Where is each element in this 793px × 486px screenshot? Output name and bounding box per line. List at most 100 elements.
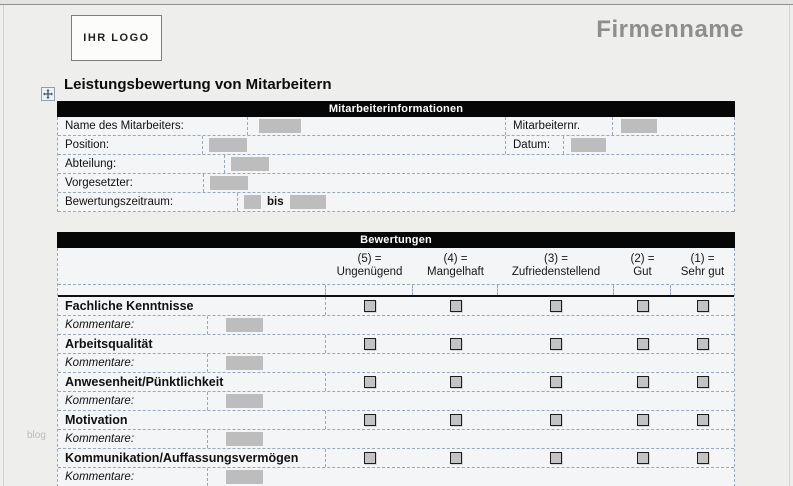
rating-checkbox-score-4[interactable]	[449, 376, 462, 388]
rating-checkbox-score-1[interactable]	[696, 376, 709, 388]
field-placeholder[interactable]	[226, 394, 263, 408]
rating-checkbox-score-5[interactable]	[363, 452, 376, 464]
field-value-cell	[203, 136, 506, 154]
rating-column-header: (4) = Mangelhaft	[413, 248, 498, 284]
comment-label: Kommentare:	[65, 471, 135, 483]
criterion-row: Kommunikation/Auffassungsvermögen	[58, 449, 734, 468]
table-move-handle-icon[interactable]	[41, 87, 55, 101]
comment-row: Kommentare:	[58, 430, 734, 449]
rating-checkbox-score-4[interactable]	[449, 452, 462, 464]
rating-code: (1) =	[690, 253, 715, 265]
field-placeholder[interactable]	[571, 138, 606, 152]
criterion-name-cell: Anwesenheit/Pünktlichkeit	[58, 373, 326, 391]
field-label: Mitarbeiternr.	[513, 120, 581, 132]
rating-code: (4) =	[443, 253, 468, 265]
ratings-header-row: (5) = Ungenügend (4) = Mangelhaft (3) = Zufri…	[58, 248, 734, 285]
rating-column-header: (5) = Ungenügend	[326, 248, 413, 284]
logo-placeholder[interactable]: IHR LOGO	[71, 15, 162, 61]
rating-cell	[498, 449, 614, 467]
field-placeholder[interactable]	[621, 119, 657, 133]
field-placeholder[interactable]	[226, 318, 263, 332]
rating-checkbox-score-4[interactable]	[449, 338, 462, 350]
rating-code: (3) =	[544, 253, 568, 265]
rating-checkbox-score-2[interactable]	[636, 414, 649, 426]
rating-checkbox-score-5[interactable]	[363, 338, 376, 350]
field-placeholder[interactable]	[226, 470, 263, 484]
ratings-top-rule	[58, 295, 734, 297]
rating-checkbox-score-1[interactable]	[696, 338, 709, 350]
field-placeholder[interactable]	[209, 138, 247, 152]
rating-checkbox-score-3[interactable]	[550, 300, 562, 312]
field-value-cell	[225, 155, 734, 173]
rating-label: Mangelhaft	[427, 266, 484, 278]
field-placeholder[interactable]	[226, 432, 263, 446]
rating-cell	[326, 373, 413, 391]
rating-cell	[413, 373, 498, 391]
field-placeholder[interactable]	[289, 195, 326, 209]
rating-cell	[413, 297, 498, 315]
rating-checkbox-score-5[interactable]	[363, 300, 376, 312]
field-placeholder[interactable]	[210, 176, 248, 190]
comment-row: Kommentare:	[58, 316, 734, 335]
criterion-name: Kommunikation/Auffassungsvermögen	[65, 451, 299, 465]
rating-checkbox-score-5[interactable]	[363, 414, 376, 426]
spacer-cell	[58, 285, 326, 295]
field-label-cell: Mitarbeiternr.	[506, 117, 613, 135]
field-placeholder[interactable]	[244, 195, 261, 209]
rating-checkbox-score-4[interactable]	[449, 414, 462, 426]
comment-label: Kommentare:	[65, 319, 135, 331]
rating-checkbox-score-3[interactable]	[550, 452, 562, 464]
rating-cell	[413, 411, 498, 429]
rating-checkbox-score-2[interactable]	[636, 452, 649, 464]
comment-row: Kommentare:	[58, 468, 734, 486]
criterion-row: Motivation	[58, 411, 734, 430]
field-label-cell: Datum:	[506, 136, 564, 154]
comment-value-cell	[208, 430, 734, 448]
section-header-employee-info: Mitarbeiterinformationen	[57, 101, 735, 117]
field-value-cell	[564, 136, 734, 154]
rating-checkbox-score-1[interactable]	[696, 452, 709, 464]
field-placeholder[interactable]	[231, 157, 269, 171]
rating-checkbox-score-1[interactable]	[696, 414, 709, 426]
rating-cell	[498, 411, 614, 429]
rating-cell	[498, 297, 614, 315]
rating-checkbox-score-3[interactable]	[550, 338, 562, 350]
company-name: Firmenname	[596, 16, 744, 43]
field-label-cell: Bewertungszeitraum:	[58, 193, 238, 211]
rating-checkbox-score-3[interactable]	[550, 414, 562, 426]
section-header-ratings: Bewertungen	[57, 232, 735, 248]
rating-checkbox-score-2[interactable]	[636, 338, 649, 350]
rating-cell	[614, 297, 671, 315]
rating-cell	[614, 449, 671, 467]
rating-checkbox-score-3[interactable]	[550, 376, 562, 388]
field-placeholder[interactable]	[259, 119, 301, 133]
rating-checkbox-score-1[interactable]	[696, 300, 709, 312]
rating-checkbox-score-5[interactable]	[363, 376, 376, 388]
spacer-cell	[498, 285, 614, 295]
spacer-cell	[413, 285, 498, 295]
comment-label: Kommentare:	[65, 357, 135, 369]
comment-label-cell: Kommentare:	[58, 392, 208, 410]
rating-cell	[498, 335, 614, 353]
rating-cell	[326, 411, 413, 429]
employee-info-row: Position: Datum:	[58, 136, 734, 155]
logo-text: IHR LOGO	[83, 32, 150, 44]
rating-cell	[413, 449, 498, 467]
field-value-cell: bis	[238, 193, 734, 211]
rating-checkbox-score-4[interactable]	[449, 300, 462, 312]
rating-column-header: (1) = Sehr gut	[671, 248, 734, 284]
rating-label: Gut	[633, 266, 652, 278]
rating-code: (2) =	[630, 253, 655, 265]
rating-cell	[671, 449, 734, 467]
spacer-cell	[614, 285, 671, 295]
field-label-cell: Abteilung:	[58, 155, 225, 173]
field-placeholder[interactable]	[226, 356, 263, 370]
employee-info-table: Name des Mitarbeiters: Mitarbeiternr. Posi…	[57, 117, 735, 212]
comment-value-cell	[208, 468, 734, 486]
rating-checkbox-score-2[interactable]	[636, 300, 649, 312]
rating-cell	[326, 449, 413, 467]
rating-checkbox-score-2[interactable]	[636, 376, 649, 388]
criterion-name: Anwesenheit/Pünktlichkeit	[65, 375, 224, 389]
field-value-cell	[613, 117, 734, 135]
